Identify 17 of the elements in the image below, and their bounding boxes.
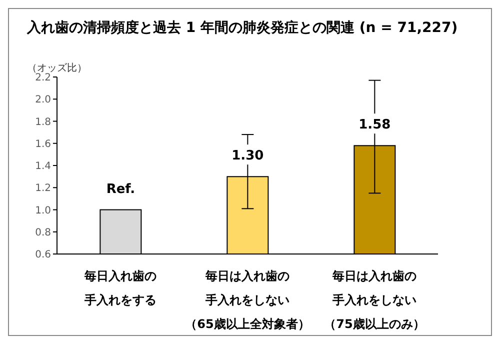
y-tick-label: 2.2 xyxy=(35,72,51,84)
y-tick-label: 1.2 xyxy=(35,183,51,194)
y-tick-label: 2.0 xyxy=(35,94,51,106)
x-tick-label: 毎日は入れ歯の手入れをしない（75歳以上のみ） xyxy=(324,269,425,331)
data-label: Ref. xyxy=(106,182,136,197)
chart-title: 入れ歯の清掃頻度と過去 1 年間の肺炎発症との関連 (n = 71,227) xyxy=(27,19,458,37)
x-tick-label: 毎日は入れ歯の手入れをしない（65歳以上全対象者） xyxy=(185,269,310,331)
y-tick-label: 0.6 xyxy=(35,250,51,261)
data-label: 1.58 xyxy=(358,118,391,133)
y-axis-title: （オッズ比） xyxy=(27,62,87,74)
y-tick-label: 1.0 xyxy=(35,205,51,216)
y-tick-label: 1.6 xyxy=(35,138,51,150)
y-tick-label: 0.8 xyxy=(35,227,51,238)
data-label: 1.30 xyxy=(232,148,264,164)
y-tick-label: 1.4 xyxy=(35,161,51,172)
x-tick-label: 毎日入れ歯の手入れをする xyxy=(84,269,156,307)
y-tick-label: 1.8 xyxy=(35,116,51,128)
